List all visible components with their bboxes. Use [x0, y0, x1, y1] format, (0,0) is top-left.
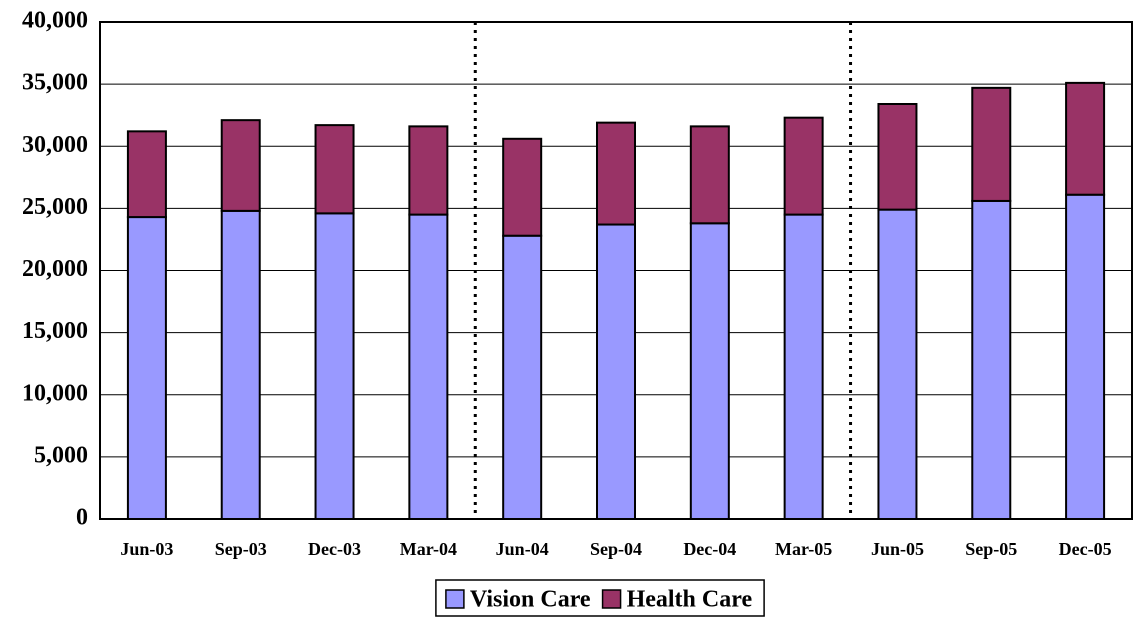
bar — [877, 208, 918, 520]
y-tick-label: 20,000 — [22, 256, 88, 282]
x-tick-label: Jun-04 — [496, 539, 549, 559]
bar — [689, 222, 730, 520]
bar — [596, 223, 636, 520]
x-tick-label: Dec-04 — [683, 539, 736, 559]
x-tick-label: Mar-04 — [400, 539, 457, 559]
x-tick-label: Dec-05 — [1059, 539, 1112, 559]
x-tick-label: Sep-05 — [965, 539, 1017, 559]
y-tick-label: 25,000 — [22, 194, 88, 220]
bar — [502, 137, 543, 237]
bar — [971, 86, 1012, 202]
x-tick-label: Sep-03 — [215, 539, 267, 559]
y-tick-label: 30,000 — [22, 132, 88, 158]
bar — [408, 125, 449, 216]
plot-border — [99, 21, 1133, 520]
bar — [689, 125, 730, 225]
legend-box — [435, 579, 765, 617]
y-tick-label: 0 — [76, 505, 88, 531]
bar — [314, 212, 355, 520]
x-tick-label: Jun-05 — [871, 539, 924, 559]
bar — [126, 216, 167, 520]
x-tick-label: Jun-03 — [120, 539, 173, 559]
bar — [220, 119, 261, 212]
y-tick-label: 10,000 — [22, 380, 88, 406]
bar — [408, 213, 449, 520]
y-tick-label: 40,000 — [22, 8, 88, 34]
bar — [1065, 193, 1106, 521]
bar — [971, 199, 1012, 520]
y-tick-label: 35,000 — [22, 70, 88, 96]
x-tick-label: Dec-03 — [308, 539, 361, 559]
bar — [502, 234, 543, 521]
legend-label: Vision Care — [470, 587, 591, 613]
legend-label: Health Care — [627, 587, 753, 613]
legend-swatch — [445, 589, 465, 609]
legend-swatch — [601, 589, 622, 609]
bar — [220, 209, 261, 521]
bar — [314, 124, 355, 215]
bar — [877, 103, 918, 211]
x-tick-label: Mar-05 — [775, 539, 832, 559]
bar — [783, 116, 824, 216]
bar — [126, 130, 167, 219]
x-tick-label: Sep-04 — [590, 539, 642, 559]
bar — [1065, 81, 1106, 196]
bar — [783, 213, 824, 520]
y-tick-label: 15,000 — [22, 318, 88, 344]
bar — [596, 121, 636, 226]
y-tick-label: 5,000 — [34, 442, 88, 468]
